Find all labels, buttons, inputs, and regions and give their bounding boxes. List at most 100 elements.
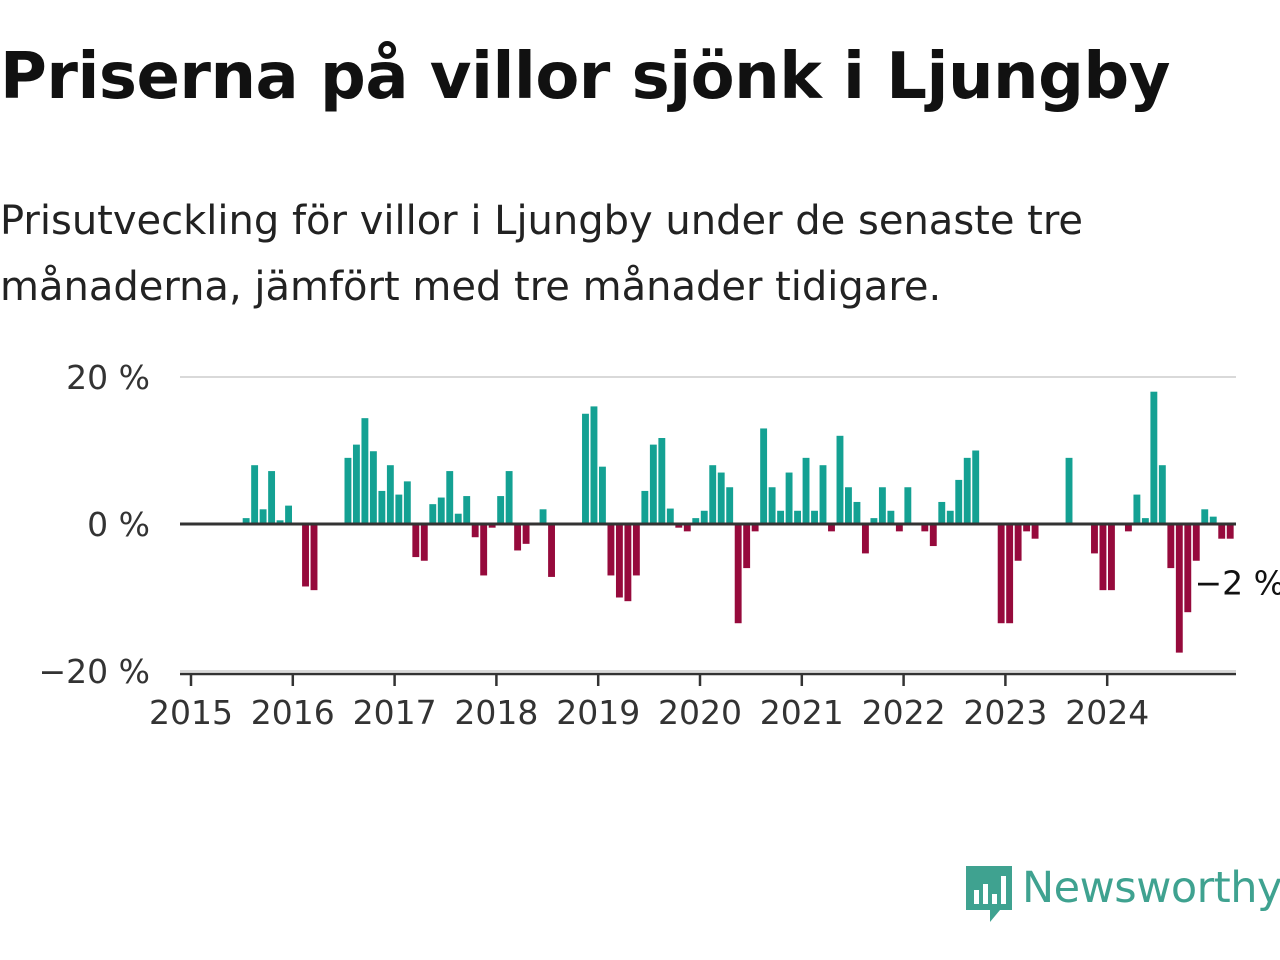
bar — [1023, 524, 1031, 532]
bar — [1158, 465, 1166, 524]
bar — [420, 524, 428, 561]
bar — [599, 466, 606, 524]
bar — [480, 524, 488, 576]
bar — [344, 457, 352, 524]
x-tick-label: 2019 — [556, 693, 640, 732]
bar — [768, 487, 776, 524]
bar — [497, 496, 505, 524]
bar — [1006, 524, 1014, 624]
bar — [887, 510, 895, 524]
bar — [1201, 509, 1209, 524]
bar — [310, 524, 318, 591]
bar — [878, 487, 886, 524]
bar — [548, 524, 555, 577]
bar — [836, 435, 844, 524]
x-tick-label: 2015 — [149, 693, 233, 732]
bar — [522, 524, 530, 544]
bar — [1124, 524, 1132, 532]
x-tick-label: 2022 — [862, 693, 946, 732]
bar — [997, 524, 1005, 624]
last-value-label: −2 % — [1194, 564, 1280, 603]
x-tick-label: 2020 — [658, 693, 742, 732]
bar — [904, 487, 912, 524]
bar — [785, 472, 793, 524]
bar — [463, 496, 471, 524]
newsworthy-logo-icon — [966, 866, 1012, 922]
bar — [819, 465, 827, 524]
bar — [794, 510, 801, 524]
bar — [1226, 524, 1234, 539]
bar — [403, 481, 411, 524]
bar — [268, 471, 276, 524]
bar — [454, 513, 462, 524]
bar — [1209, 516, 1217, 524]
axes — [180, 522, 1236, 686]
bar — [1031, 524, 1039, 539]
bar — [1141, 518, 1149, 524]
bar — [1108, 524, 1115, 591]
bar — [751, 524, 759, 532]
y-tick-label: 20 % — [66, 358, 150, 397]
bar — [446, 471, 454, 524]
bar — [845, 487, 852, 524]
bar — [1175, 524, 1183, 653]
x-tick-label: 2017 — [353, 693, 437, 732]
bar — [302, 524, 309, 587]
bar — [946, 510, 954, 524]
chart-subtitle: Prisutveckling för villor i Ljungby unde… — [0, 198, 1084, 310]
bar — [1184, 524, 1192, 613]
bar — [717, 472, 725, 524]
x-tick-label: 2023 — [963, 693, 1047, 732]
bar-chart: 20 % 0 % −20 %2015 2016 2017 2018 2019 2020 2021… — [39, 358, 1280, 732]
bar — [700, 510, 708, 524]
bar — [514, 524, 522, 551]
bar — [615, 524, 623, 598]
bar — [658, 438, 666, 524]
bar — [921, 524, 929, 532]
bar — [251, 465, 259, 524]
bar — [488, 524, 496, 528]
bar — [471, 524, 479, 538]
bar — [1150, 391, 1158, 524]
bar — [963, 457, 971, 524]
bar — [955, 479, 963, 524]
axis-labels: 20 % 0 % −20 %2015 2016 2017 2018 2019 2020 2021… — [39, 358, 1280, 732]
bar — [777, 510, 785, 524]
bar — [861, 524, 869, 554]
bar — [828, 524, 835, 532]
bar — [607, 524, 615, 576]
bar — [259, 509, 267, 524]
bar — [743, 524, 751, 569]
bar — [378, 490, 386, 524]
bar — [429, 504, 437, 524]
bar — [361, 418, 369, 524]
x-tick-label: 2021 — [760, 693, 844, 732]
y-tick-label: −20 % — [39, 652, 151, 691]
bar — [972, 450, 980, 524]
bar — [1133, 494, 1141, 524]
bar — [437, 497, 445, 524]
newsworthy-logo: Newsworthy — [964, 864, 1280, 926]
bar — [1218, 524, 1226, 539]
bar — [1192, 524, 1200, 561]
bar — [582, 413, 589, 524]
brand-name: Newsworthy — [1022, 863, 1280, 913]
bar — [242, 518, 250, 524]
bar — [624, 524, 632, 602]
bar — [590, 406, 598, 524]
bars — [242, 391, 1234, 653]
bar — [1167, 524, 1175, 569]
bar — [1099, 524, 1107, 591]
bar — [666, 508, 674, 524]
bar — [412, 524, 420, 558]
bar — [649, 444, 657, 524]
bar — [760, 428, 768, 524]
bar — [285, 505, 292, 524]
bar — [675, 524, 683, 528]
bar — [1065, 457, 1073, 524]
bar — [870, 518, 878, 524]
bar — [709, 465, 717, 524]
bar — [1091, 524, 1098, 554]
bar — [734, 524, 742, 624]
bar — [811, 510, 818, 524]
